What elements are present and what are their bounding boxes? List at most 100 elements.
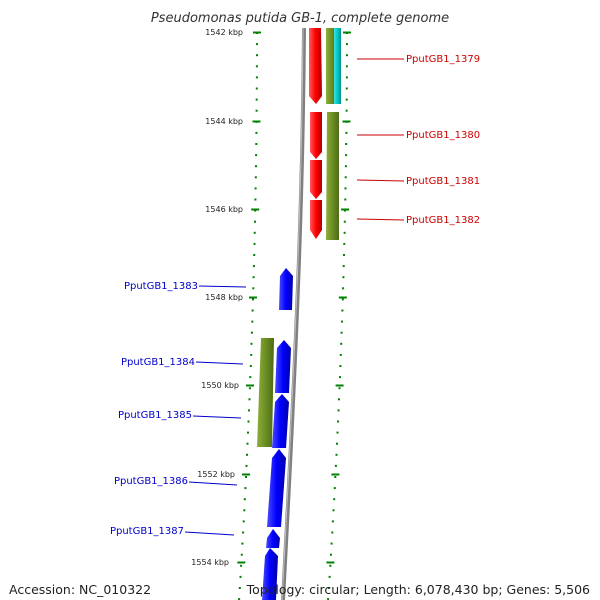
major-tick [252, 120, 261, 123]
gene-label-PputGB1_1381[interactable]: PputGB1_1381 [406, 176, 480, 187]
tick-dot [330, 553, 332, 556]
tick-dot [242, 520, 245, 523]
gene-label-PputGB1_1385[interactable]: PputGB1_1385 [118, 410, 192, 421]
gene-arrow-bottom-partial[interactable] [262, 548, 278, 600]
accession-info: Accession: NC_010322 [9, 582, 152, 597]
tick-dot [252, 276, 255, 279]
tick-dot [331, 520, 334, 523]
tick-dot [250, 331, 253, 334]
tick-dot [341, 298, 344, 301]
reverse-gene-labels: PputGB1_1383 PputGB1_1384 PputGB1_1385 P… [110, 281, 247, 537]
tick-dot [253, 254, 256, 256]
tick-dot [341, 309, 344, 312]
tick-dot [344, 165, 347, 168]
kbp-tick-label: 1550 kbp [201, 381, 239, 390]
gene-arrow-PputGB1_1381[interactable] [310, 160, 322, 199]
gene-arrow-PputGB1_1380[interactable] [310, 112, 322, 159]
kbp-tick-label: 1542 kbp [205, 28, 243, 37]
tick-dot [243, 509, 246, 512]
tick-dot [342, 276, 345, 279]
map-title: Pseudomonas putida GB-1, complete genome [151, 11, 449, 26]
tick-dot [245, 476, 247, 478]
tick-dot [343, 231, 346, 234]
tick-dot [254, 187, 257, 190]
genome-backbone [281, 27, 306, 600]
tick-dot [337, 409, 340, 412]
tick-dot [255, 131, 258, 134]
tick-dot [343, 242, 346, 245]
major-tick [253, 31, 261, 34]
tick-dot [255, 143, 258, 145]
tick-dot [332, 509, 335, 512]
tick-dot [255, 154, 258, 157]
tick-dot [238, 587, 241, 589]
major-tick [326, 561, 335, 564]
major-tick [237, 561, 246, 564]
tick-guide-lines [237, 31, 351, 600]
tick-dot [254, 209, 257, 212]
tick-dot [345, 98, 348, 101]
tick-dot [255, 76, 258, 79]
tick-dot [252, 287, 255, 290]
tick-dot [255, 65, 258, 68]
tick-dot [328, 575, 331, 578]
tick-dot [343, 220, 346, 223]
gene-arrow-PputGB1_1385[interactable] [272, 394, 289, 448]
feature-bar-olive-mid[interactable] [326, 112, 339, 240]
tick-dot [242, 531, 245, 534]
kbp-tick-label: 1548 kbp [205, 293, 243, 302]
gene-label-PputGB1_1386[interactable]: PputGB1_1386 [114, 476, 188, 487]
kbp-tick-label: 1554 kbp [191, 558, 229, 567]
gene-label-PputGB1_1383[interactable]: PputGB1_1383 [124, 281, 198, 292]
gene-arrow-PputGB1_1383[interactable] [279, 268, 293, 310]
tick-dot [330, 542, 333, 545]
gene-label-PputGB1_1387[interactable]: PputGB1_1387 [110, 526, 184, 537]
tick-dot [344, 187, 347, 190]
gene-arrow-PputGB1_1387[interactable] [266, 529, 280, 548]
gene-arrow-PputGB1_1386[interactable] [267, 449, 286, 527]
tick-dot [252, 298, 254, 301]
tick-dot [339, 376, 341, 379]
gene-label-PputGB1_1380[interactable]: PputGB1_1380 [406, 130, 480, 141]
tick-dot [247, 431, 249, 434]
major-tick [242, 473, 251, 476]
gene-arrow-PputGB1_1384[interactable] [275, 340, 291, 393]
gene-label-PputGB1_1379[interactable]: PputGB1_1379 [406, 54, 480, 65]
tick-dot [334, 464, 337, 467]
tick-dot [239, 575, 242, 578]
tick-dot [345, 131, 348, 134]
tick-dot [329, 564, 332, 567]
tick-dot [246, 453, 248, 456]
tick-dot [340, 331, 343, 334]
tick-dot [248, 409, 250, 412]
feature-bar-olive-lower[interactable] [257, 338, 274, 447]
tick-dot [256, 54, 258, 57]
tick-dot [250, 353, 253, 356]
tick-dot [255, 98, 258, 101]
tick-dot [246, 442, 249, 445]
kbp-tick-label: 1544 kbp [205, 117, 243, 126]
major-tick [342, 120, 351, 123]
major-tick [251, 208, 260, 211]
tick-dot [248, 387, 251, 390]
feature-bar-cyan[interactable] [334, 28, 341, 104]
tick-dot [333, 487, 336, 490]
tick-dot [342, 287, 345, 290]
tick-dot [344, 198, 347, 201]
tick-dot [344, 176, 347, 179]
tick-dot [346, 43, 348, 46]
tick-dot [244, 487, 247, 490]
major-tick [341, 208, 350, 211]
tick-dot [343, 254, 345, 256]
gene-arrow-PputGB1_1382[interactable] [310, 200, 322, 239]
tick-dot [240, 553, 243, 556]
tick-dot [344, 209, 347, 212]
tick-dot [249, 376, 252, 379]
tick-dot [331, 531, 334, 534]
tick-dot [337, 420, 340, 423]
gene-label-PputGB1_1382[interactable]: PputGB1_1382 [406, 215, 480, 226]
tick-dot [345, 143, 348, 145]
gene-label-PputGB1_1384[interactable]: PputGB1_1384 [121, 357, 195, 368]
gene-arrow-PputGB1_1379[interactable] [309, 28, 322, 104]
